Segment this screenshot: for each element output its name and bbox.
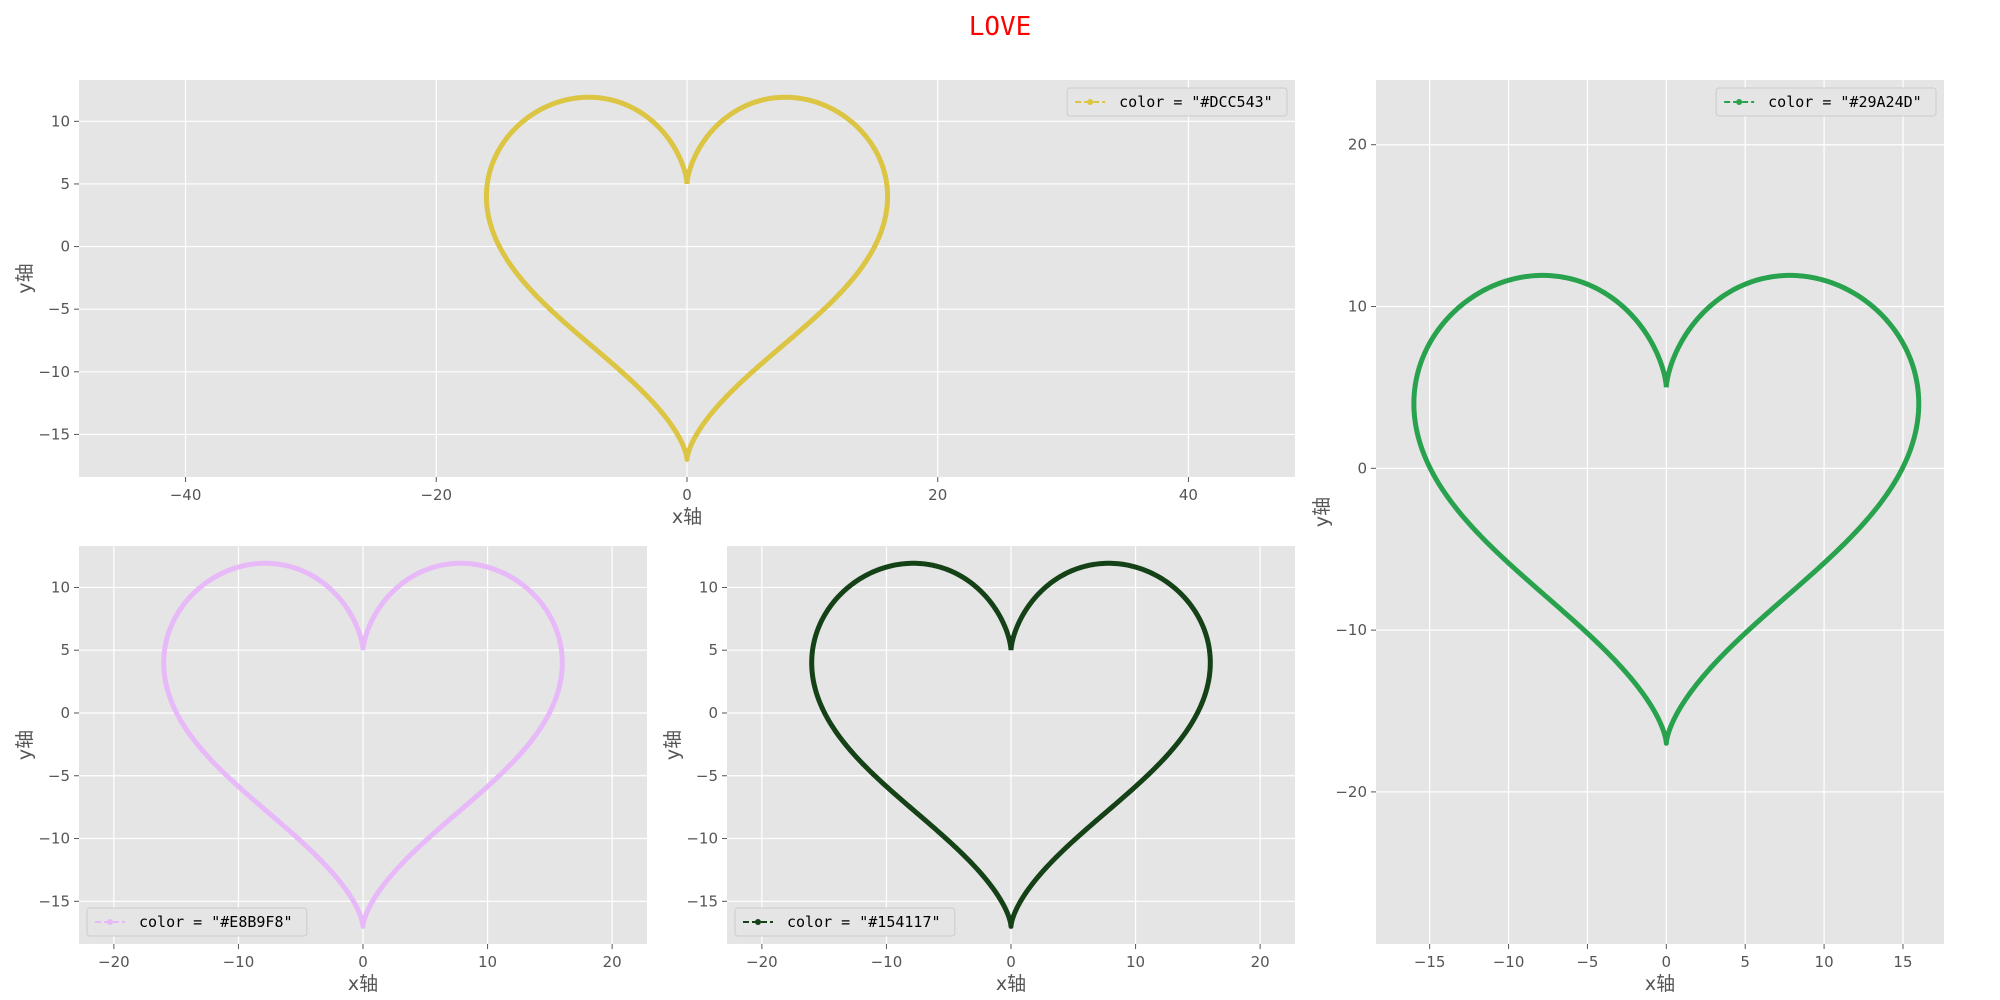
legend-box [1066,87,1288,117]
x-tick-label: −20 [746,953,778,971]
y-axis-label: y轴 [662,730,684,760]
x-tick-label: 0 [1662,953,1672,971]
x-tick-label: 0 [682,486,692,504]
legend-box [86,907,308,937]
y-tick-label: −15 [38,892,70,910]
legend-marker [1736,99,1743,105]
subplot-right: −15 −10 −5 0 5 10 15 −20 −10 0 10 20 x轴 y轴 color = "#2… [1311,80,1944,995]
x-tick-label: −20 [420,486,452,504]
legend-marker [1087,99,1094,105]
x-tick-label: −5 [1576,953,1598,971]
subplot-bottom-middle: −20 −10 0 10 20 −15 −10 −5 0 5 10 x轴 y轴 color = "#154… [662,546,1295,995]
legend-box [734,907,956,937]
y-tick-label: −15 [686,892,718,910]
legend-label: color = "#DCC543" [1119,93,1273,111]
x-tick-label: 15 [1893,953,1912,971]
legend: color = "#29A24D" [1715,87,1937,117]
x-tick-label: 0 [1006,953,1016,971]
x-tick-label: 20 [928,486,947,504]
legend: color = "#154117" [734,907,956,937]
x-tick-label: 10 [1815,953,1834,971]
y-tick-label: −10 [38,830,70,848]
legend: color = "#E8B9F8" [86,907,308,937]
legend-label: color = "#E8B9F8" [139,913,293,931]
y-tick-label: 5 [60,641,70,659]
x-tick-label: −10 [223,953,255,971]
x-tick-label: 0 [358,953,368,971]
y-tick-label: 5 [708,641,718,659]
x-tick-label: 20 [1251,953,1270,971]
y-tick-label: −15 [38,425,70,443]
x-tick-label: 20 [603,953,622,971]
y-axis-label: y轴 [1311,497,1333,527]
series-line [161,560,565,929]
x-tick-label: −20 [98,953,130,971]
y-tick-label: −10 [38,363,70,381]
chart-title: LOVE [968,12,1032,42]
y-tick-label: 10 [1348,298,1367,316]
x-tick-label: 10 [1126,953,1145,971]
y-tick-label: −5 [48,300,70,318]
series-line [809,560,1213,929]
y-tick-label: −10 [1335,621,1367,639]
legend-box [1715,87,1937,117]
x-tick-label: −15 [1414,953,1446,971]
x-axis-label: x轴 [996,973,1026,995]
y-tick-label: −20 [1335,783,1367,801]
x-tick-label: −40 [170,486,202,504]
y-axis-label: y轴 [14,263,36,293]
y-axis-label: y轴 [14,730,36,760]
series-line [483,94,891,462]
x-tick-label: −10 [871,953,903,971]
x-tick-label: 10 [478,953,497,971]
x-tick-label: 40 [1179,486,1198,504]
subplot-top: −40 −20 0 20 40 −15 −10 −5 0 5 10 x轴 y轴 color = "#DCC… [14,80,1295,528]
y-tick-label: 5 [60,175,70,193]
y-tick-label: −10 [686,830,718,848]
series-line [1411,272,1922,746]
y-tick-label: 10 [699,578,718,596]
y-tick-label: 0 [60,238,70,256]
y-tick-label: −5 [48,767,70,785]
y-tick-label: 10 [51,578,70,596]
legend: color = "#DCC543" [1066,87,1288,117]
x-axis-label: x轴 [672,506,702,528]
y-tick-label: 10 [51,112,70,130]
x-axis-label: x轴 [1645,973,1675,995]
y-tick-label: 0 [1357,459,1367,477]
x-axis-label: x轴 [348,973,378,995]
y-tick-label: 0 [60,704,70,722]
legend-marker [107,919,113,925]
subplot-bottom-left: −20 −10 0 10 20 −15 −10 −5 0 5 10 x轴 y轴 color = "#E8B… [14,546,647,995]
plot-area [1376,80,1944,944]
y-tick-label: −5 [696,767,718,785]
legend-marker [755,919,761,925]
x-tick-label: −10 [1493,953,1525,971]
y-tick-label: 20 [1348,136,1367,154]
x-tick-label: 5 [1740,953,1750,971]
legend-label: color = "#29A24D" [1768,93,1922,111]
y-tick-label: 0 [708,704,718,722]
legend-label: color = "#154117" [787,913,941,931]
